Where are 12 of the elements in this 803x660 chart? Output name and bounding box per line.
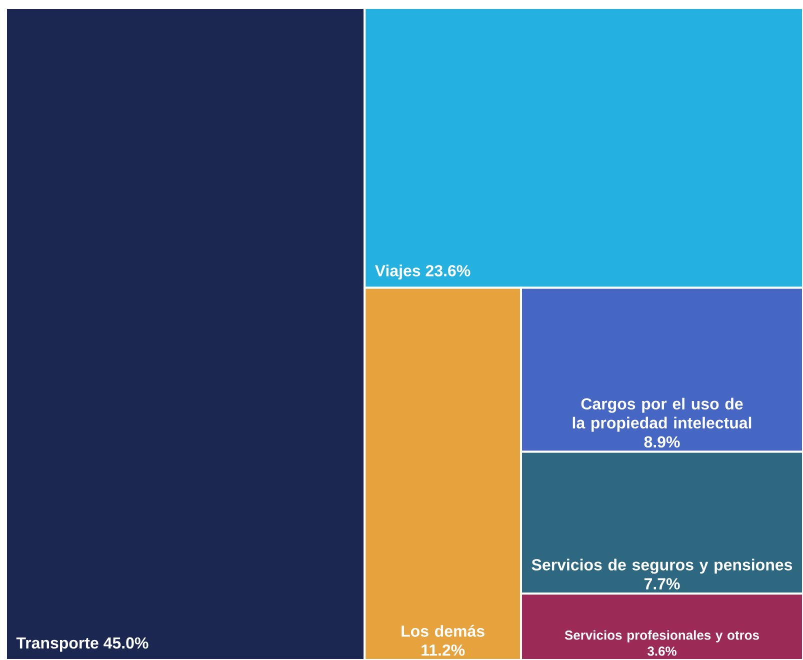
category-label: Servicios de seguros y pensiones xyxy=(532,558,792,574)
data-label: 23.6% xyxy=(426,265,470,276)
category-label: Servicios profesionales y otros xyxy=(564,630,759,642)
data-label: 3.6% xyxy=(647,646,676,656)
category-label: Transporte xyxy=(16,637,98,652)
data-label: 45.0% xyxy=(104,637,148,649)
category-label: Cargos por el uso de la propiedad intelectual xyxy=(572,398,752,432)
data-label: 8.9% xyxy=(644,436,680,448)
data-label: 11.2% xyxy=(422,644,465,656)
category-label: Los demás xyxy=(402,624,484,637)
category-label: Viajes xyxy=(374,264,420,280)
data-label: 7.7% xyxy=(644,578,680,590)
